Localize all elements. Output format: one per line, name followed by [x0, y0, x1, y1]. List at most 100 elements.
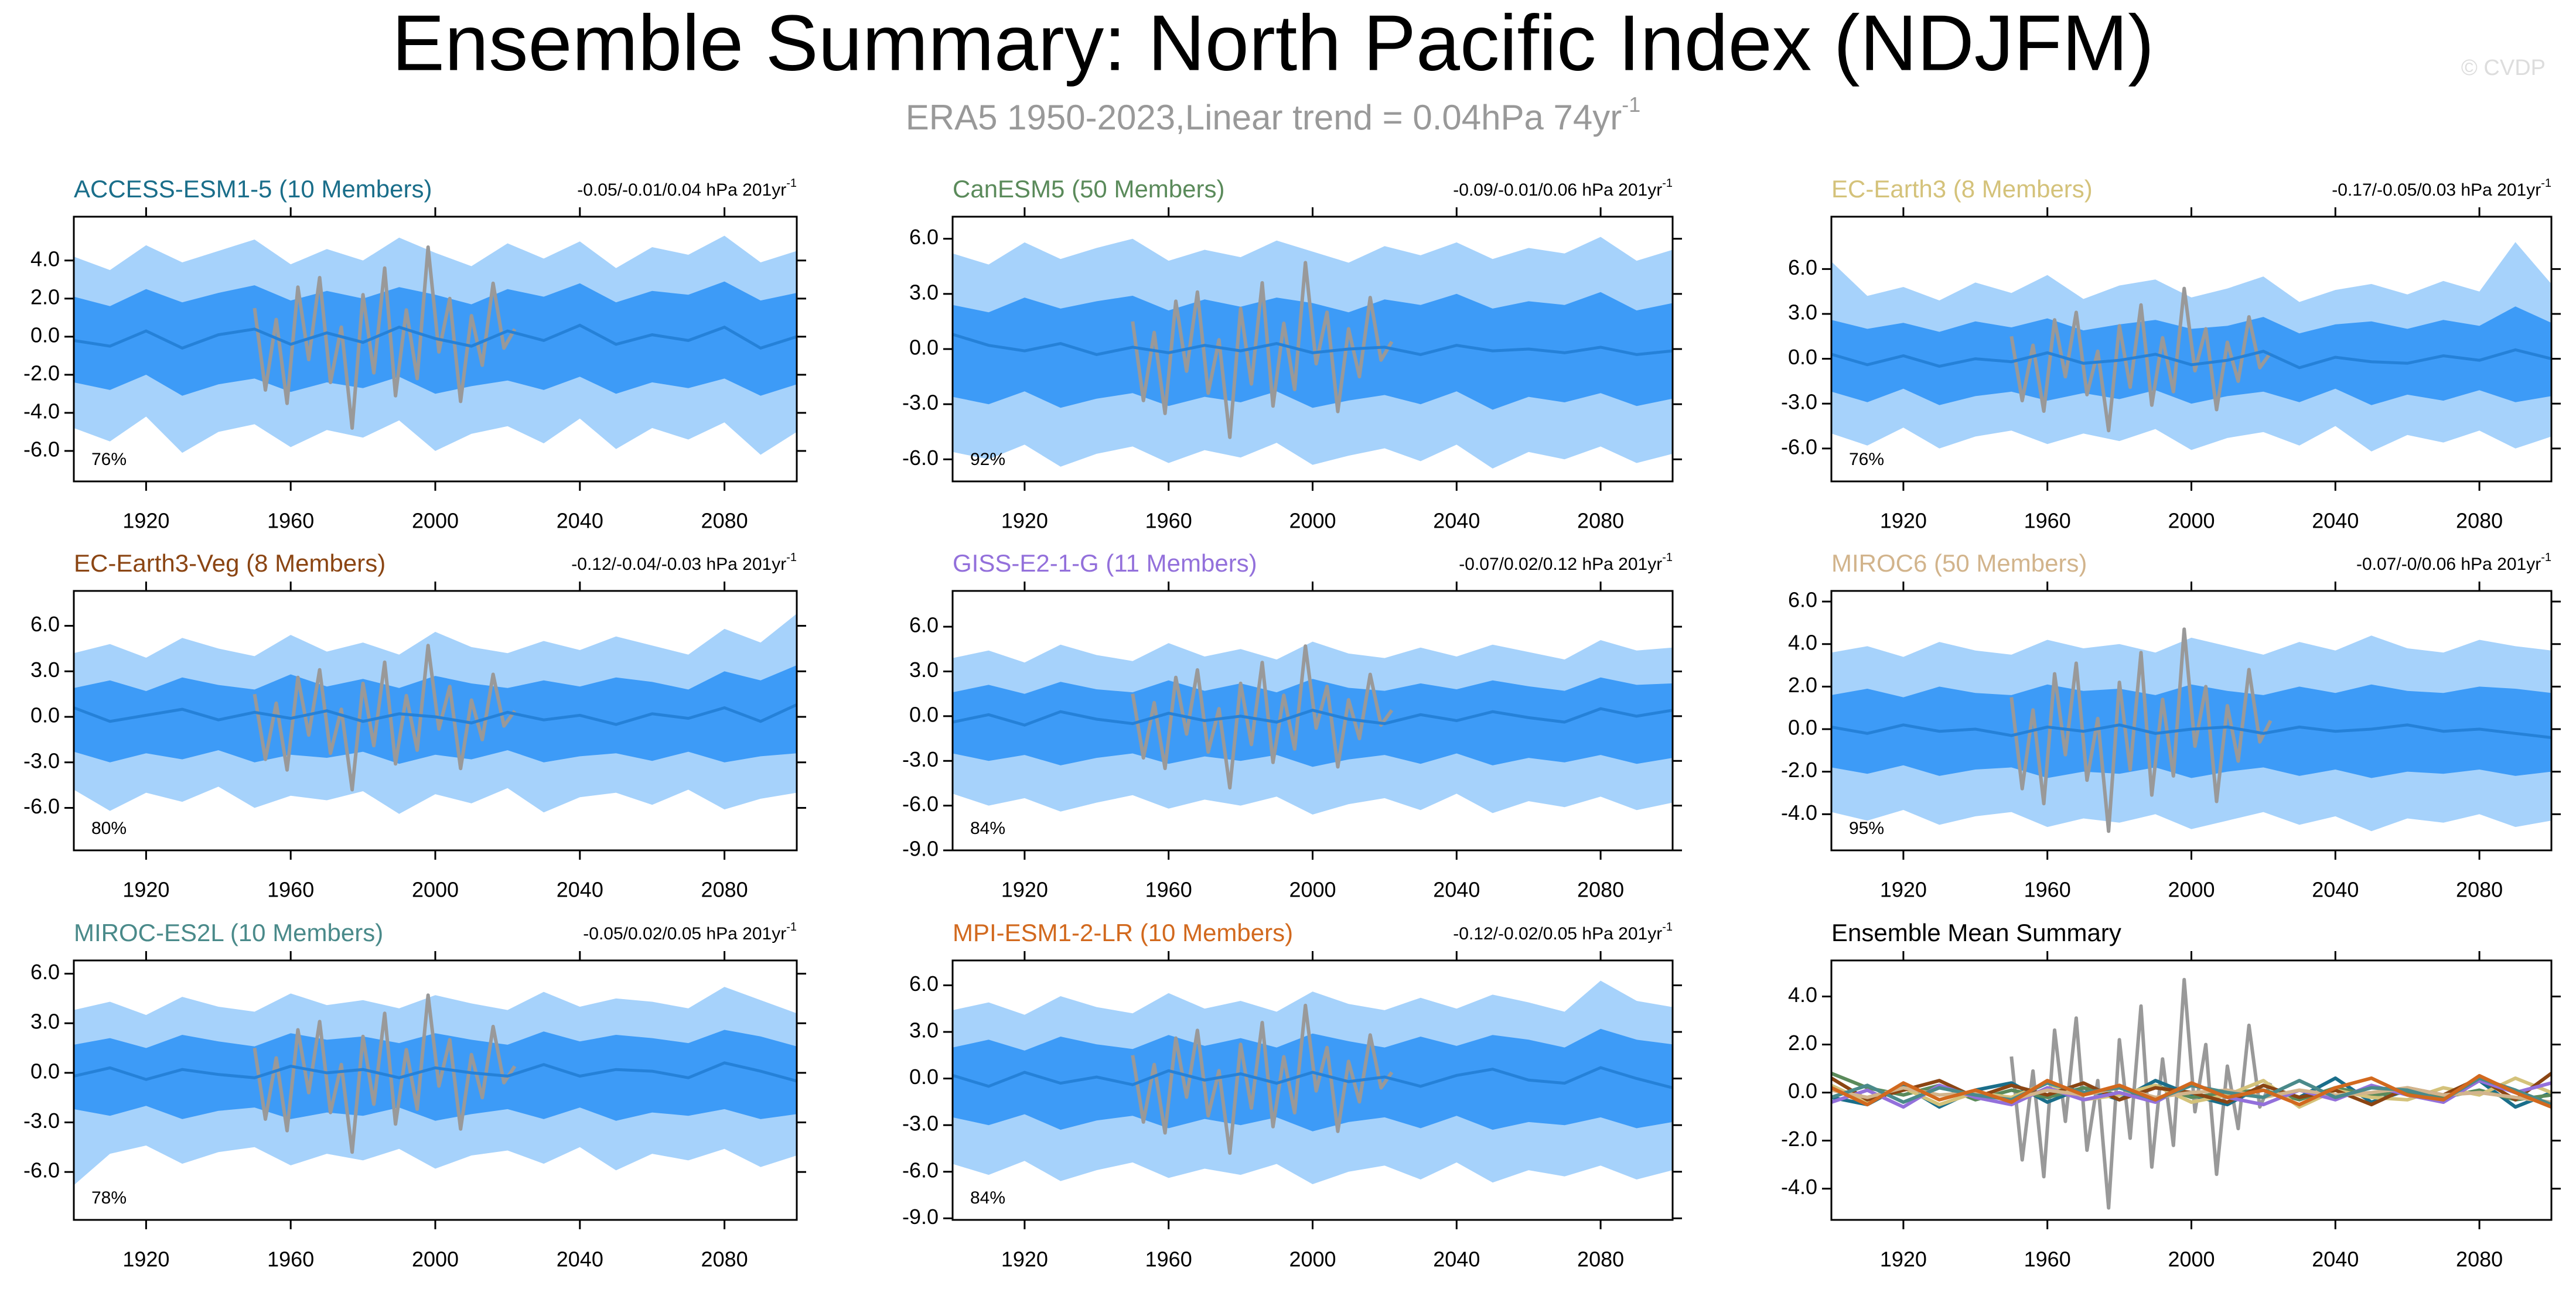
y-tick-label: 3.0: [909, 280, 939, 304]
y-tick-label: 2.0: [1788, 673, 1817, 697]
y-tick-label: 3.0: [909, 658, 939, 682]
panel-stats-text: -0.07/-0/0.06 hPa 201yr: [2356, 555, 2541, 574]
plot-area: [1831, 242, 2551, 452]
y-tick-label: 0.0: [1788, 716, 1817, 740]
y-tick-label: -2.0: [1781, 758, 1817, 782]
plot-frame: [1830, 959, 2553, 1221]
chart-title: Ensemble Summary: North Pacific Index (N…: [392, 0, 2154, 87]
x-tick-label: 2000: [1289, 509, 1336, 533]
y-tick-label: 6.0: [30, 612, 60, 636]
x-tick-label: 2040: [2312, 509, 2359, 533]
subtitle-text: ERA5 1950-2023,Linear trend = 0.04hPa 74…: [906, 98, 1622, 137]
panel-stats-text: -0.05/0.02/0.05 hPa 201yr: [583, 924, 786, 943]
x-tick-label: 2000: [2168, 878, 2215, 902]
x-tick-label: 1960: [2024, 878, 2071, 902]
x-tick-label: 1960: [1145, 509, 1192, 533]
panel-stats: -0.17/-0.05/0.03 hPa 201yr-1: [2332, 177, 2551, 200]
x-tick-label: 1920: [1880, 878, 1927, 902]
x-tick-label: 1920: [122, 1247, 169, 1271]
x-tick-label: 2000: [412, 1247, 459, 1271]
x-tick-label: 1960: [267, 1247, 314, 1271]
x-tick-label: 2080: [2456, 509, 2503, 533]
panel-stats-text: -0.17/-0.05/0.03 hPa 201yr: [2332, 180, 2541, 200]
x-tick-label: 2080: [701, 1247, 748, 1271]
panel-stats-superscript: -1: [2541, 551, 2551, 564]
plot-area: [953, 640, 1673, 815]
x-tick-label: 2040: [557, 878, 603, 902]
y-tick-label: 6.0: [909, 613, 939, 637]
observed-line: [1131, 261, 1394, 439]
observed-line: [253, 245, 517, 430]
x-tick-label: 1960: [267, 509, 314, 533]
y-tick-label: 0.0: [30, 323, 60, 347]
credit: © CVDP: [2461, 56, 2546, 80]
x-tick-label: 1920: [1001, 509, 1048, 533]
y-tick-label: 6.0: [909, 225, 939, 249]
y-tick-label: 6.0: [30, 960, 60, 984]
panel-stats-superscript: -1: [786, 921, 797, 934]
panel-stats-text: -0.12/-0.02/0.05 hPa 201yr: [1453, 924, 1662, 943]
y-tick-label: -3.0: [23, 1109, 60, 1133]
inner-band: [953, 1028, 1673, 1131]
x-tick-label: 2080: [2456, 1247, 2503, 1271]
plot-area: [74, 987, 797, 1185]
y-tick-label: -3.0: [23, 748, 60, 772]
panel-stats: -0.05/-0.01/0.04 hPa 201yr-1: [577, 177, 797, 200]
y-tick-label: 4.0: [1788, 630, 1817, 654]
x-tick-label: 2040: [2312, 1247, 2359, 1271]
ensemble-mean-line: [1831, 723, 2551, 739]
y-tick-label: -9.0: [902, 837, 939, 861]
x-tick-label: 2040: [1433, 509, 1480, 533]
panel-title: GISS-E2-1-G (11 Members): [953, 549, 1257, 577]
panel-title: CanESM5 (50 Members): [953, 175, 1224, 203]
panel-percent: 76%: [91, 450, 127, 469]
panel-percent: 80%: [91, 819, 127, 838]
observed-line: [253, 644, 517, 792]
panel-stats-text: -0.07/0.02/0.12 hPa 201yr: [1459, 555, 1662, 574]
x-tick-label: 2040: [1433, 1247, 1480, 1271]
x-tick-label: 2040: [1433, 878, 1480, 902]
panel-stats-text: -0.05/-0.01/0.04 hPa 201yr: [577, 180, 786, 200]
x-tick-label: 1920: [1880, 509, 1927, 533]
panel-stats: -0.09/-0.01/0.06 hPa 201yr-1: [1453, 177, 1673, 200]
panel-stats-superscript: -1: [786, 177, 797, 190]
model-mean-line: [1831, 1073, 2551, 1109]
panel-title: Ensemble Mean Summary: [1831, 919, 2121, 946]
ensemble-mean-line: [953, 1066, 1673, 1089]
y-tick-label: -2.0: [23, 361, 60, 385]
plot-area: [953, 980, 1673, 1184]
observed-line: [2009, 977, 2273, 1210]
x-tick-label: 1960: [267, 878, 314, 902]
y-tick-label: -3.0: [1781, 390, 1817, 414]
plot-area: [953, 237, 1673, 469]
plot-area: [1831, 627, 2551, 833]
panel-stats: -0.05/0.02/0.05 hPa 201yr-1: [583, 921, 797, 943]
y-tick-label: 3.0: [1788, 300, 1817, 324]
y-tick-label: -6.0: [23, 1158, 60, 1182]
observed-line: [2009, 286, 2273, 433]
y-tick-label: 6.0: [909, 972, 939, 996]
y-tick-label: -3.0: [902, 1112, 939, 1136]
y-tick-label: 0.0: [30, 703, 60, 727]
y-tick-label: -4.0: [1781, 1175, 1817, 1199]
x-tick-label: 2080: [1577, 878, 1624, 902]
observed-line: [2009, 627, 2273, 833]
x-tick-label: 2000: [1289, 878, 1336, 902]
ensemble-mean-line: [953, 707, 1673, 727]
y-tick-label: 2.0: [30, 285, 60, 309]
x-tick-label: 2000: [2168, 509, 2215, 533]
panel-stats-superscript: -1: [1662, 551, 1673, 564]
y-tick-label: -9.0: [902, 1205, 939, 1229]
x-tick-label: 1920: [1880, 1247, 1927, 1271]
panel-percent: 95%: [1849, 819, 1884, 838]
x-tick-label: 1920: [1001, 878, 1048, 902]
panel-title: MPI-ESM1-2-LR (10 Members): [953, 919, 1293, 946]
y-tick-label: -2.0: [1781, 1127, 1817, 1151]
y-tick-label: 0.0: [909, 1065, 939, 1089]
y-tick-label: -6.0: [23, 794, 60, 818]
y-tick-label: 3.0: [30, 658, 60, 682]
panel-stats-superscript: -1: [1662, 177, 1673, 190]
subtitle-superscript: -1: [1622, 93, 1640, 117]
x-tick-label: 1960: [2024, 509, 2071, 533]
